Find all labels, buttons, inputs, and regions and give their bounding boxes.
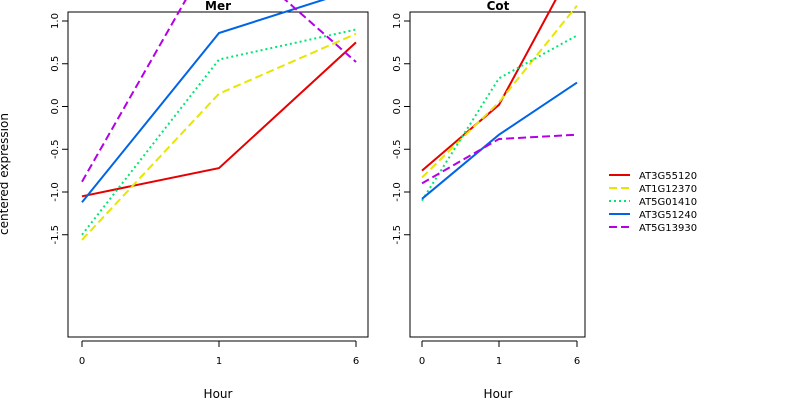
y-tick-label: 0.0 <box>392 99 403 115</box>
series-line-at5g01410 <box>421 34 578 202</box>
legend-label: AT5G13930 <box>639 223 697 234</box>
series-line-at3g51240 <box>421 81 578 200</box>
x-tick-label: 6 <box>574 356 580 367</box>
panel-title: Cot <box>487 0 510 13</box>
series-line-at3g55120 <box>81 41 357 198</box>
series-line-at5g13930 <box>81 0 357 183</box>
legend-label: AT3G55120 <box>639 171 697 182</box>
y-tick-label: -0.5 <box>50 139 61 159</box>
legend-label: AT1G12370 <box>639 184 697 195</box>
series-line-at5g13930 <box>421 133 578 185</box>
x-tick-label: 1 <box>496 356 502 367</box>
y-tick-label: 0.5 <box>50 56 61 72</box>
plot-frame <box>409 11 586 338</box>
y-tick-label: 0.0 <box>50 99 61 115</box>
y-tick-label: -1.0 <box>392 182 403 202</box>
y-tick-label: -0.5 <box>392 139 403 159</box>
y-tick-label: -1.5 <box>50 225 61 245</box>
series-lines <box>81 0 357 241</box>
y-tick-label: -1.5 <box>392 225 403 245</box>
series-lines <box>421 0 578 202</box>
x-tick-label: 1 <box>216 356 222 367</box>
x-axis-label: Hour <box>484 387 513 400</box>
legend-label: AT3G51240 <box>639 210 697 221</box>
series-line-at3g55120 <box>421 0 557 172</box>
series-line-at5g01410 <box>81 28 357 236</box>
plot-frame <box>67 11 369 338</box>
legend: AT3G55120 AT1G12370 AT5G01410 AT3G51240 AT5G… <box>609 171 697 234</box>
panel-mer: Mer Hour centered expression -1.5 -1.0 -0.… <box>0 0 369 400</box>
series-line-at3g51240 <box>81 0 326 203</box>
y-tick-label: 1.0 <box>392 13 403 29</box>
y-tick-label: -1.0 <box>50 182 61 202</box>
x-tick-label: 6 <box>353 356 359 367</box>
legend-label: AT5G01410 <box>639 197 697 208</box>
y-tick-label: 0.5 <box>392 56 403 72</box>
x-axis-label: Hour <box>204 387 233 400</box>
x-tick-label: 0 <box>419 356 425 367</box>
x-tick-label: 0 <box>79 356 85 367</box>
series-line-at1g12370 <box>81 32 357 241</box>
panel-title: Mer <box>205 0 231 13</box>
y-axis-label: centered expression <box>0 113 11 235</box>
y-tick-label: 1.0 <box>50 13 61 29</box>
